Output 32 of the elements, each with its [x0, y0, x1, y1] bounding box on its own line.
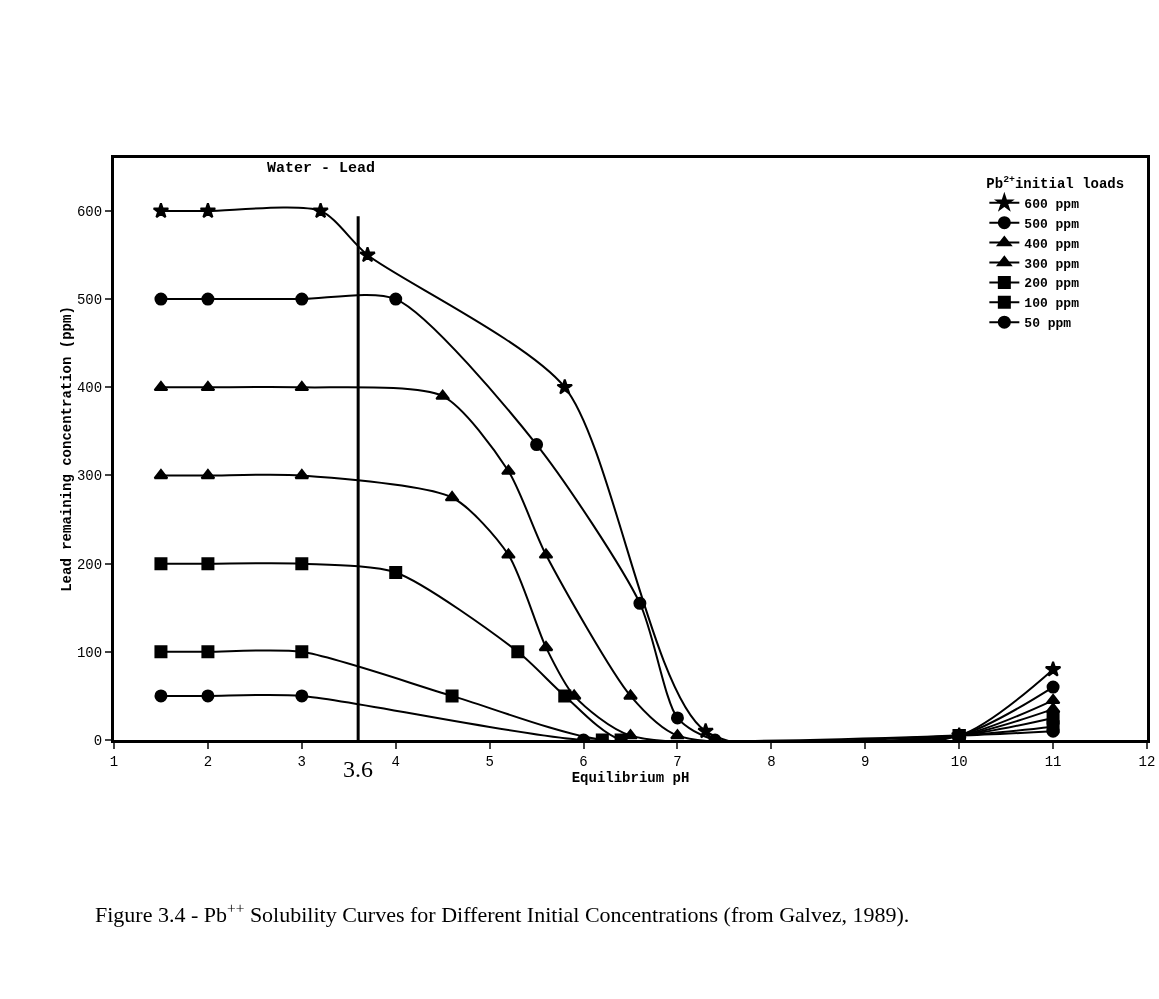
- x-tick-label: 3: [297, 753, 307, 770]
- x-tick-label: 2: [203, 753, 213, 770]
- y-axis-title: Lead remaining concentration (ppm): [58, 306, 75, 592]
- legend-label: 50 ppm: [1024, 316, 1072, 332]
- x-tick-label: 6: [579, 753, 588, 770]
- x-tick-label: 4: [391, 753, 400, 770]
- y-tick-label: 200: [76, 556, 103, 573]
- legend-label: 200 ppm: [1024, 276, 1080, 292]
- x-axis-title: Equilibrium pH: [571, 770, 690, 787]
- x-tick-label: 8: [767, 753, 776, 770]
- legend-label: 100 ppm: [1024, 296, 1080, 312]
- legend-label: 400 ppm: [1024, 236, 1080, 252]
- x-tick-label: 9: [861, 753, 870, 770]
- x-tick-label: 12: [1138, 753, 1156, 770]
- x-tick-label: 7: [673, 753, 682, 770]
- ref-line-label: 3.6: [343, 756, 373, 782]
- caption: Figure 3.4 - Pb$^{++}$ Solubility Curves for Different Initial Concentrations (from Galvez, 1989).: [95, 899, 910, 928]
- legend-label: 300 ppm: [1024, 256, 1080, 272]
- legend-label: 600 ppm: [1024, 196, 1080, 212]
- y-tick-label: 300: [76, 468, 103, 485]
- legend-title: Pb$^{2+}$initial loads: [986, 173, 1125, 192]
- y-tick-label: 600: [76, 203, 103, 220]
- x-tick-label: 1: [109, 753, 119, 770]
- annotation: Water - Lead: [267, 160, 376, 177]
- y-tick-label: 400: [76, 380, 103, 397]
- y-tick-label: 500: [76, 291, 103, 308]
- x-tick-label: 11: [1044, 753, 1062, 770]
- x-tick-label: 5: [485, 753, 494, 770]
- y-tick-label: 0: [93, 732, 103, 749]
- x-tick-label: 10: [950, 753, 968, 770]
- legend-label: 500 ppm: [1024, 216, 1080, 232]
- y-tick-label: 100: [76, 644, 103, 661]
